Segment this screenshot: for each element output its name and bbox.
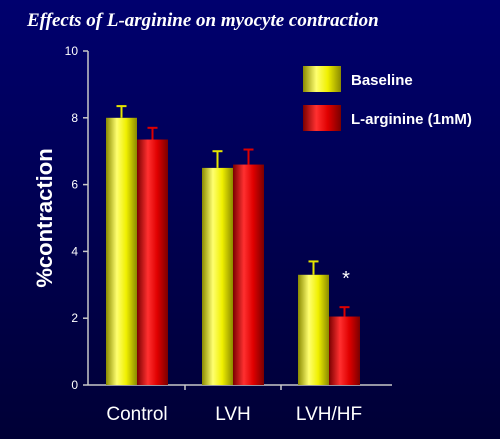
significance-annotation: * <box>342 268 350 290</box>
x-tick-label: LVH <box>215 404 251 425</box>
bar-baseline-control <box>106 117 137 386</box>
legend-swatch <box>303 105 341 131</box>
bar-baseline-lvh <box>202 167 233 385</box>
legend-label: Baseline <box>351 72 413 89</box>
bar-l-arginine-lvh <box>233 164 264 385</box>
y-tick-label: 8 <box>71 111 78 125</box>
y-tick-label: 10 <box>65 44 79 58</box>
x-tick-label: LVH/HF <box>296 404 362 425</box>
x-tick-label: Control <box>106 404 167 425</box>
y-tick-label: 0 <box>71 378 78 392</box>
y-tick-label: 4 <box>71 244 78 258</box>
bars: * <box>106 105 360 386</box>
chart-title: Effects of L-arginine on myocyte contrac… <box>27 10 379 31</box>
bar-l-arginine-lvh-hf <box>329 316 360 385</box>
y-tick-label: 6 <box>71 178 78 192</box>
bar-l-arginine-control <box>137 139 168 385</box>
y-axis-label: %contraction <box>32 148 57 287</box>
y-tick-label: 2 <box>71 311 78 325</box>
legend-label: L-arginine (1mM) <box>351 111 472 128</box>
legend-swatch <box>303 66 341 92</box>
legend: Baseline L-arginine (1mM) <box>303 66 472 131</box>
bar-baseline-lvh-hf <box>298 274 329 385</box>
